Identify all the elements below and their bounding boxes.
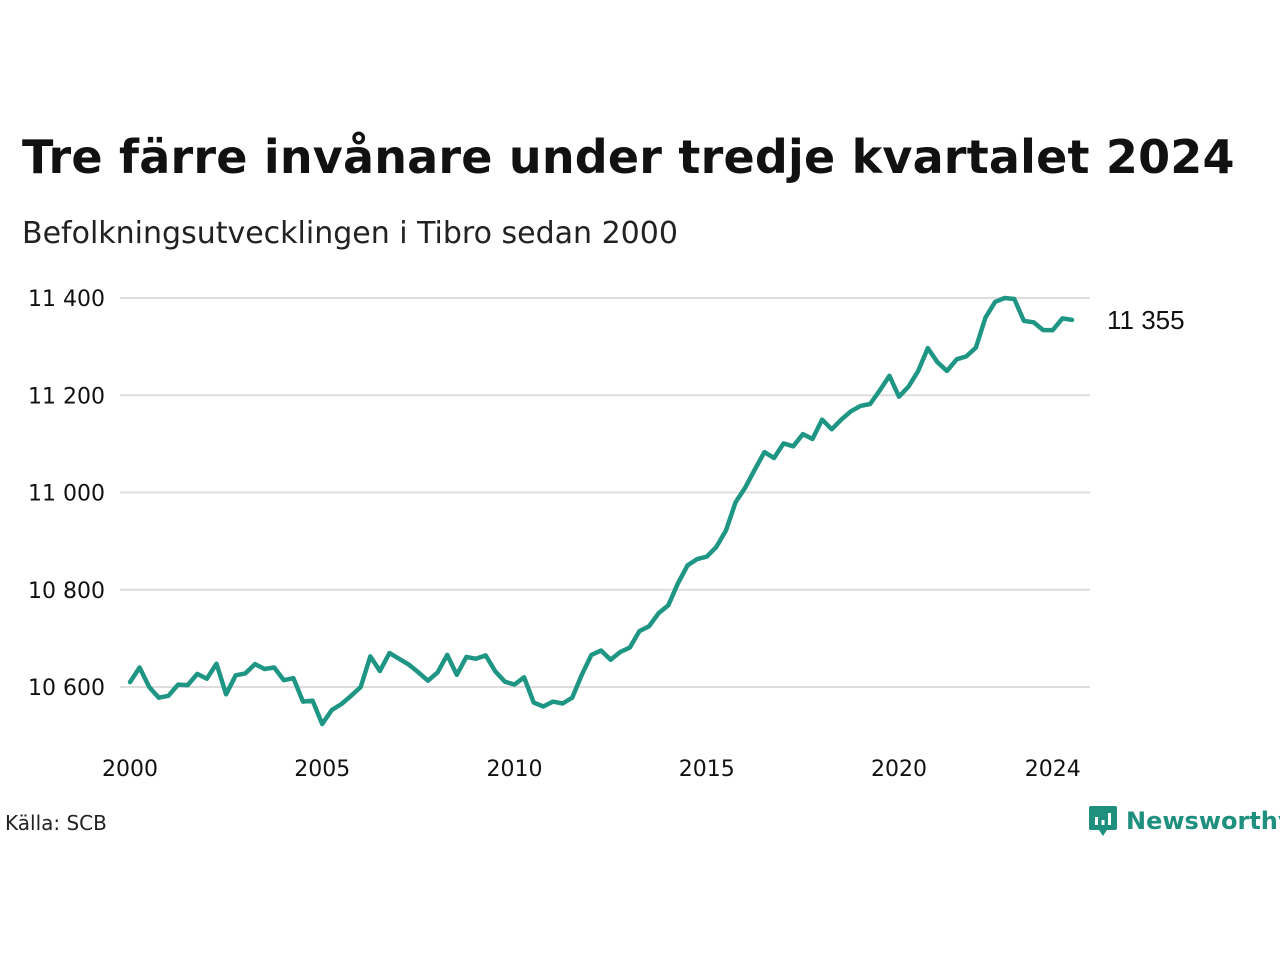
newsworthy-logo-icon [1089,806,1117,836]
brand-name: Newsworthy [1126,807,1280,835]
chart-title: Tre färre invånare under tredje kvartale… [22,130,1235,184]
chart-subtitle: Befolkningsutvecklingen i Tibro sedan 20… [22,216,678,251]
series-lines [127,295,1075,727]
x-tick-labels: 2000 2005 2010 2015 2020 2024 [102,757,1081,782]
y-tick-label: 11 400 [28,287,105,312]
x-tick-label: 2020 [871,757,927,782]
y-tick-labels: 10 600 10 800 11 000 11 200 11 400 [28,287,105,701]
x-tick-label: 2024 [1025,757,1081,782]
x-tick-label: 2005 [294,757,350,782]
x-tick-label: 2010 [486,757,542,782]
y-tick-label: 10 800 [28,579,105,604]
source-label: Källa: SCB [5,811,107,835]
y-tick-label: 10 600 [28,676,105,701]
series-line [127,295,1075,727]
x-tick-label: 2000 [102,757,158,782]
grid-lines [120,297,1090,688]
end-value-label: 11 355 [1107,305,1185,335]
brand-logo[interactable]: Newsworthy [1088,804,1280,838]
x-tick-label: 2015 [679,757,735,782]
end-value-label-group: 11 355 [1107,305,1185,335]
y-tick-label: 11 200 [28,384,105,409]
y-tick-label: 11 000 [28,482,105,507]
